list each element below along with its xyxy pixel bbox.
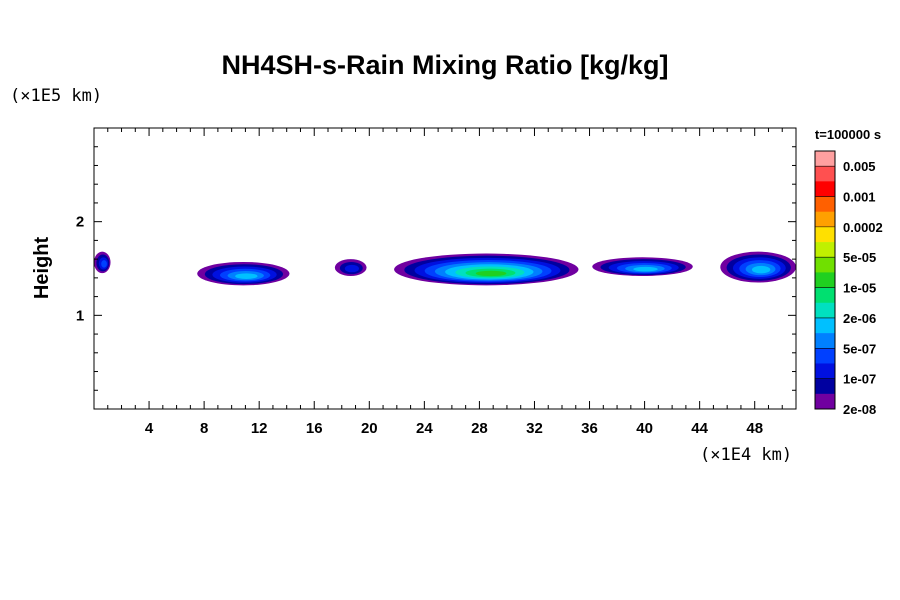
- cell-3: [334, 259, 367, 276]
- x-tick-label: 40: [636, 420, 653, 437]
- colorbar-label: 0.0002: [843, 220, 883, 235]
- colorbar-swatch: [815, 211, 835, 228]
- colorbar-swatch: [815, 151, 835, 167]
- colorbar-label: 1e-05: [843, 281, 876, 296]
- cell-3-level-2: [344, 264, 359, 273]
- plot-frame: [93, 127, 797, 410]
- colorbar-swatch: [815, 378, 835, 395]
- x-tick-label: 28: [471, 420, 488, 437]
- colorbar-label: 0.001: [843, 190, 876, 205]
- x-tick-label: 32: [526, 420, 543, 437]
- colorbar-label: 1e-07: [843, 372, 876, 387]
- y-tick-label: 2: [76, 214, 84, 231]
- colorbar-swatch: [815, 302, 835, 319]
- cell-4-level-8: [475, 270, 507, 277]
- cell-5: [592, 257, 693, 276]
- cell-1: [94, 251, 111, 274]
- colorbar-swatch: [815, 363, 835, 379]
- colorbar-swatch: [815, 257, 835, 273]
- y-axis-title: Height: [31, 237, 53, 300]
- chart-title: NH4SH-s-Rain Mixing Ratio [kg/kg]: [221, 50, 668, 80]
- cell-2: [197, 261, 290, 286]
- colorbar-label: 2e-06: [843, 311, 876, 326]
- colorbar-swatch: [815, 348, 835, 364]
- colorbar-swatch: [815, 181, 835, 197]
- x-unit-label: (×1E4 km): [700, 445, 792, 465]
- colorbar-swatch: [815, 242, 835, 258]
- y-unit-label: (×1E5 km): [10, 86, 102, 106]
- x-tick-label: 16: [306, 420, 323, 437]
- cell-1-level-3: [101, 260, 107, 268]
- colorbar: 0.005 0.001 0.0002 5e-05 1e-05 2e-06 5e-07 1e-0…: [814, 150, 883, 417]
- colorbar-swatch: [815, 287, 835, 304]
- colorbar-swatch: [815, 226, 835, 243]
- x-tick-label: 44: [691, 420, 708, 437]
- x-tick-label: 12: [251, 420, 268, 437]
- colorbar-label: 2e-08: [843, 402, 876, 417]
- x-tick-label: 36: [581, 420, 598, 437]
- colorbar-swatch: [815, 317, 835, 334]
- colorbar-label: 5e-07: [843, 341, 876, 356]
- cell-6-level-5: [751, 265, 771, 274]
- x-tick-label: 24: [416, 420, 433, 437]
- colorbar-swatch: [815, 166, 835, 182]
- x-tick-label: 48: [746, 420, 763, 437]
- data-cells: [94, 251, 796, 286]
- colorbar-label: 0.005: [843, 159, 876, 174]
- colorbar-label: 5e-05: [843, 250, 876, 265]
- colorbar-swatch: [815, 333, 835, 349]
- x-tick-label: 4: [145, 420, 154, 437]
- x-tick-label: 20: [361, 420, 378, 437]
- cell-4: [394, 253, 579, 286]
- cell-2-level-5: [235, 273, 258, 279]
- y-tick-label: 1: [76, 307, 84, 324]
- colorbar-swatch: [815, 196, 835, 213]
- colorbar-swatch: [815, 393, 835, 410]
- x-tick-label: 8: [200, 420, 208, 437]
- colorbar-swatch: [815, 272, 835, 288]
- cell-5-level-5: [633, 266, 658, 272]
- time-label: t=100000 s: [815, 127, 881, 142]
- cell-6: [720, 251, 796, 283]
